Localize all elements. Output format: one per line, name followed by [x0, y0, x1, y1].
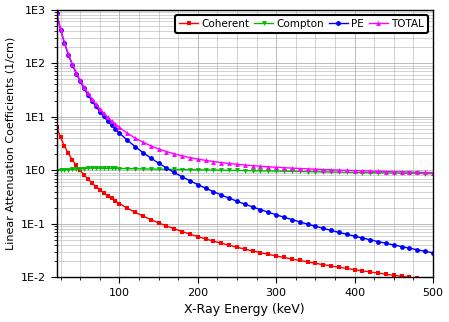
Coherent: [66, 152, 71, 156]
X-axis label: X-Ray Energy (keV): X-Ray Energy (keV): [185, 303, 305, 317]
Legend: Coherent, Compton, PE, TOTAL: Coherent, Compton, PE, TOTAL: [175, 15, 428, 33]
TOTAL: [113, 122, 118, 126]
Line: TOTAL: TOTAL: [54, 11, 436, 175]
TOTAL: [66, 52, 71, 56]
Compton: [305, 170, 310, 174]
PE: [430, 251, 436, 255]
Compton: [66, 168, 71, 172]
TOTAL: [297, 166, 302, 170]
TOTAL: [289, 166, 295, 170]
Coherent: [180, 230, 185, 233]
Coherent: [62, 144, 67, 148]
PE: [62, 41, 67, 45]
TOTAL: [430, 171, 436, 175]
Compton: [430, 172, 436, 175]
Y-axis label: Linear Attenuation Coefficients (1/cm): Linear Attenuation Coefficients (1/cm): [5, 37, 16, 250]
Compton: [62, 168, 67, 172]
Line: Coherent: Coherent: [54, 124, 436, 283]
Line: Compton: Compton: [54, 166, 436, 176]
TOTAL: [62, 41, 67, 45]
Coherent: [430, 279, 436, 282]
Coherent: [289, 257, 295, 261]
Compton: [89, 166, 95, 170]
Coherent: [54, 125, 59, 129]
PE: [113, 127, 118, 131]
PE: [54, 11, 59, 15]
PE: [297, 220, 302, 224]
PE: [180, 175, 185, 179]
Coherent: [113, 199, 118, 203]
Compton: [117, 166, 122, 170]
Coherent: [297, 259, 302, 262]
Compton: [297, 170, 302, 174]
PE: [289, 218, 295, 222]
PE: [66, 53, 71, 57]
Compton: [187, 168, 193, 172]
TOTAL: [54, 11, 59, 15]
TOTAL: [180, 154, 185, 158]
Compton: [54, 169, 59, 173]
Line: PE: PE: [54, 11, 436, 255]
